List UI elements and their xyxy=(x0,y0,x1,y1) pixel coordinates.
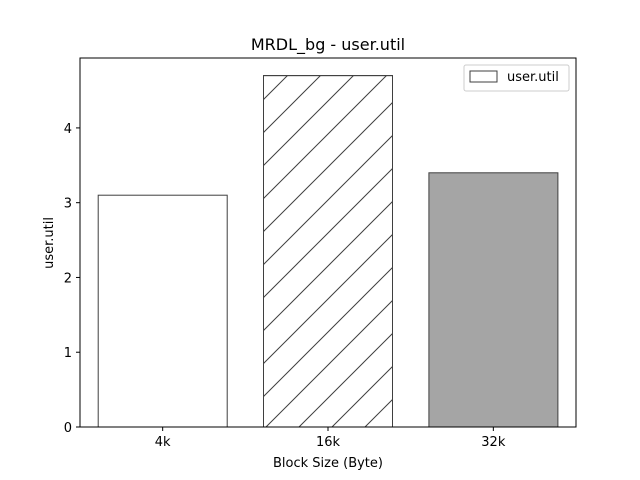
plot-area-frame xyxy=(79,57,577,428)
bars-group xyxy=(97,75,559,428)
legend-label: user.util xyxy=(507,70,559,85)
y-tick-label-0: 0 xyxy=(64,421,72,436)
y-tick-label-3: 3 xyxy=(64,197,72,212)
y-tick-label-1: 1 xyxy=(64,346,72,361)
y-tick-label-4: 4 xyxy=(64,122,72,137)
x-axis-label: Block Size (Byte) xyxy=(273,456,383,471)
chart-title: MRDL_bg - user.util xyxy=(251,35,405,55)
bar-hatch-16k xyxy=(263,75,393,428)
bar-4k xyxy=(97,194,228,428)
x-tick-label-32k: 32k xyxy=(481,435,506,450)
y-tick-label-2: 2 xyxy=(64,271,72,286)
x-tick-label-16k: 16k xyxy=(316,435,341,450)
bar-32k xyxy=(428,172,559,428)
y-axis-label: user.util xyxy=(42,217,57,269)
legend-swatch xyxy=(469,70,498,83)
x-tick-label-4k: 4k xyxy=(155,435,171,450)
legend: user.util xyxy=(463,64,570,92)
y-axis-ticks: 0 1 2 3 4 xyxy=(64,122,80,436)
x-axis-ticks: 4k 16k 32k xyxy=(155,427,506,450)
